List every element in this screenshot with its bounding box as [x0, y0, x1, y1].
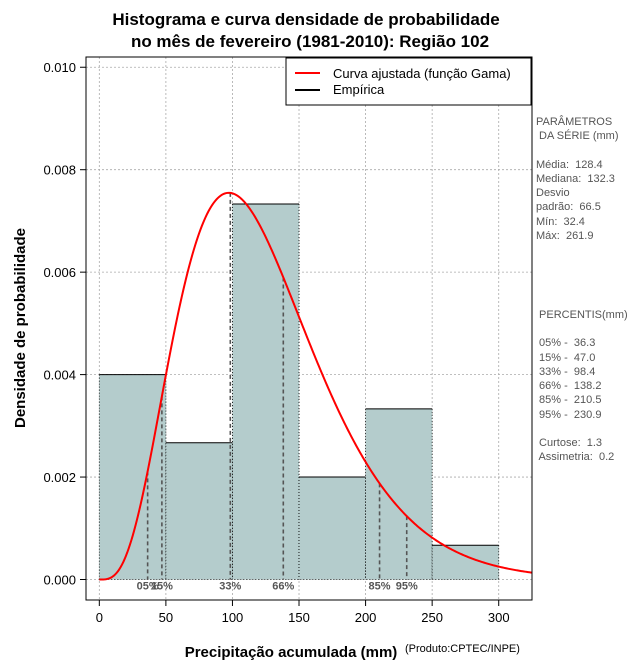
stat-assimetria: Assimetria: 0.2 [536, 451, 615, 464]
percentile-markers: 05%15% 33% 66% 85% 95% [137, 192, 418, 593]
stat-min: Mín: 32.4 [536, 215, 585, 228]
stat-media: Média: 128.4 [536, 158, 603, 171]
bars [98, 203, 500, 580]
pct-05: 05% - 36.3 [536, 337, 596, 350]
y-tick-label-3: 0.006 [43, 265, 76, 280]
params-title-2: DA SÉRIE (mm) [536, 130, 619, 143]
histogram-bar-3 [299, 477, 366, 580]
percentile-label-1: 15% [151, 581, 173, 593]
percentis-title: PERCENTIS(mm) [536, 309, 628, 321]
credit-label: (Produto:CPTEC/INPE) [405, 643, 520, 655]
x-tick-label-5: 250 [421, 610, 443, 625]
percentile-panel: PERCENTIS(mm) 05% - 36.3 15% - 47.0 33% … [536, 308, 628, 465]
pct-33: 33% - 98.4 [536, 365, 596, 378]
y-tick-label-1: 0.002 [43, 470, 76, 485]
pct-15: 15% - 47.0 [536, 351, 596, 364]
plot-frame [85, 56, 533, 601]
stat-curtose: Curtose: 1.3 [536, 437, 603, 450]
pct-95: 95% - 230.9 [536, 408, 602, 421]
stat-desvio-1: Desvio [536, 187, 570, 200]
x-tick-label-4: 200 [355, 610, 377, 625]
params-title-1: PARÂMETROS [536, 116, 613, 128]
stat-mediana: Mediana: 132.3 [536, 172, 615, 185]
histogram-bar-0 [99, 374, 166, 580]
x-axis-label: Precipitação acumulada (mm) [185, 644, 398, 660]
percentile-label-3: 66% [272, 581, 294, 593]
x-tick-label-2: 100 [222, 610, 244, 625]
x-tick-label-0: 0 [96, 610, 103, 625]
pct-66: 66% - 138.2 [536, 380, 602, 393]
gamma-curve-line [99, 191, 533, 581]
y-axis-label: Densidade de probabilidade [12, 228, 29, 428]
percentile-label-2: 33% [219, 581, 241, 593]
x-tick-label-1: 50 [159, 610, 173, 625]
legend-label-curve: Curva ajustada (função Gama) [333, 66, 511, 81]
legend: Curva ajustada (função Gama) Empírica [285, 57, 532, 106]
stat-max: Máx: 261.9 [536, 230, 594, 243]
y-tick-label-4: 0.008 [43, 163, 76, 178]
percentile-label-0: 05% [137, 581, 159, 593]
chart-title-line1: Histograma e curva densidade de probabil… [112, 10, 499, 29]
percentile-label-4: 85% [369, 581, 391, 593]
y-tick-label-0: 0.000 [43, 573, 76, 588]
pct-85: 85% - 210.5 [536, 394, 602, 407]
histogram-bar-2 [232, 204, 300, 580]
gamma-curve-group [99, 191, 533, 581]
x-tick-label-6: 300 [488, 610, 510, 625]
histogram-bar-5 [432, 545, 499, 580]
stat-desvio-2: padrão: 66.5 [536, 201, 601, 214]
legend-box [285, 57, 532, 106]
percentile-label-5: 95% [396, 581, 418, 593]
y-tick-label-2: 0.004 [43, 368, 76, 383]
x-tick-label-3: 150 [288, 610, 310, 625]
histogram-bar-4 [365, 408, 433, 580]
chart-title-line2: no mês de fevereiro (1981-2010): Região … [131, 32, 489, 51]
side-panel: PARÂMETROS DA SÉRIE (mm) Média: 128.4 Me… [536, 115, 619, 243]
legend-label-empirical: Empírica [333, 82, 385, 97]
histogram-bar-1 [165, 442, 233, 580]
y-tick-label-5: 0.010 [43, 60, 76, 75]
